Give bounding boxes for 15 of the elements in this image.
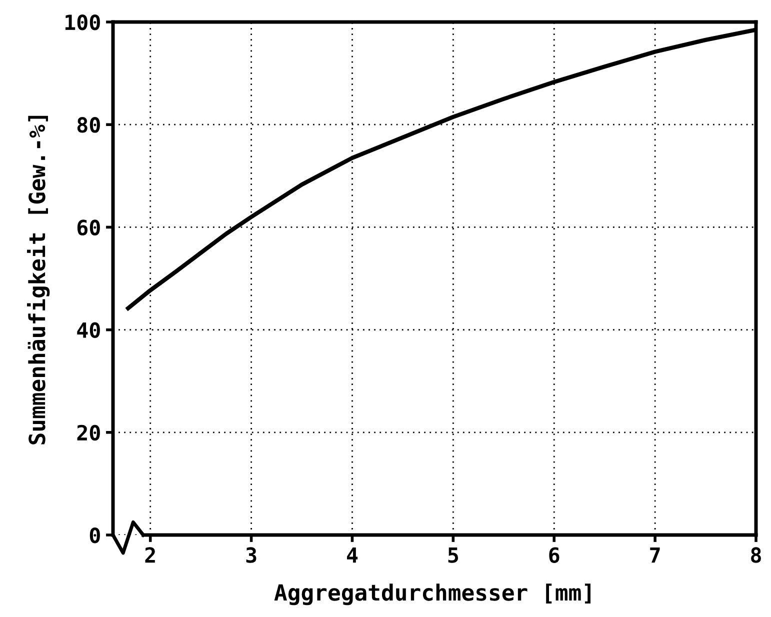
x-tick-label: 8 (751, 547, 761, 563)
y-tick-label: 40 (77, 322, 100, 338)
x-axis-title: Aggregatdurchmesser [mm] (274, 584, 590, 606)
x-tick-label: 4 (347, 547, 358, 563)
x-tick-label: 6 (549, 547, 560, 563)
x-tick-label: 7 (650, 547, 660, 563)
y-tick-label: 60 (77, 220, 100, 236)
x-tick-label: 2 (145, 547, 155, 563)
y-tick-label: 80 (77, 117, 100, 133)
y-tick-label: 100 (65, 14, 100, 30)
y-tick-label: 20 (77, 424, 100, 441)
x-tick-label: 3 (246, 547, 256, 563)
y-axis-title: Summenhäufigkeit [Gew.-%] (26, 116, 50, 444)
x-tick-label: 5 (448, 547, 458, 563)
y-tick-label: 0 (90, 527, 100, 544)
